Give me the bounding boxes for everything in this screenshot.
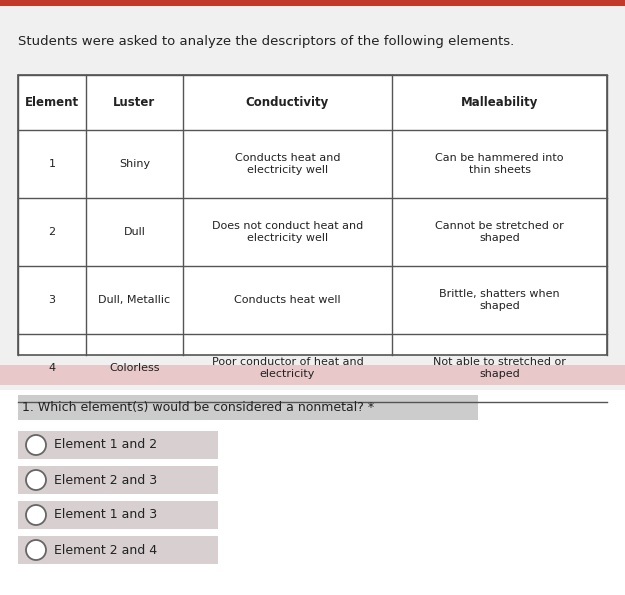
Text: Luster: Luster bbox=[113, 96, 156, 109]
Text: 1: 1 bbox=[48, 159, 56, 169]
Text: 1. Which element(s) would be considered a nonmetal? *: 1. Which element(s) would be considered … bbox=[22, 401, 374, 414]
Circle shape bbox=[26, 470, 46, 490]
Text: Conducts heat well: Conducts heat well bbox=[234, 295, 341, 305]
Text: Colorless: Colorless bbox=[109, 363, 159, 373]
Bar bbox=[18, 501, 218, 529]
Bar bbox=[18, 431, 218, 459]
Bar bbox=[18, 466, 218, 494]
Text: 4: 4 bbox=[48, 363, 56, 373]
Text: 2: 2 bbox=[48, 227, 56, 237]
Text: Conducts heat and
electricity well: Conducts heat and electricity well bbox=[235, 152, 340, 176]
Text: Dull, Metallic: Dull, Metallic bbox=[98, 295, 171, 305]
Text: Element 2 and 4: Element 2 and 4 bbox=[54, 543, 157, 556]
Text: Element 1 and 2: Element 1 and 2 bbox=[54, 439, 157, 452]
Bar bbox=[0, 365, 625, 385]
Circle shape bbox=[26, 505, 46, 525]
Bar bbox=[0, 0, 625, 6]
Text: Conductivity: Conductivity bbox=[246, 96, 329, 109]
Bar bbox=[18, 75, 607, 355]
Text: Element: Element bbox=[25, 96, 79, 109]
Text: 3: 3 bbox=[48, 295, 56, 305]
Text: Students were asked to analyze the descriptors of the following elements.: Students were asked to analyze the descr… bbox=[18, 35, 514, 48]
Text: Shiny: Shiny bbox=[119, 159, 150, 169]
Text: Not able to stretched or
shaped: Not able to stretched or shaped bbox=[433, 356, 566, 380]
Text: Poor conductor of heat and
electricity: Poor conductor of heat and electricity bbox=[212, 356, 363, 380]
Text: Brittle, shatters when
shaped: Brittle, shatters when shaped bbox=[439, 289, 560, 311]
Text: Malleability: Malleability bbox=[461, 96, 538, 109]
Circle shape bbox=[26, 435, 46, 455]
Text: Cannot be stretched or
shaped: Cannot be stretched or shaped bbox=[435, 221, 564, 243]
Bar bbox=[0, 390, 625, 595]
Bar bbox=[18, 536, 218, 564]
Text: Dull: Dull bbox=[123, 227, 145, 237]
Text: Does not conduct heat and
electricity well: Does not conduct heat and electricity we… bbox=[212, 221, 363, 243]
Bar bbox=[18, 395, 478, 420]
Circle shape bbox=[26, 540, 46, 560]
Text: Element 1 and 3: Element 1 and 3 bbox=[54, 509, 157, 521]
Text: Element 2 and 3: Element 2 and 3 bbox=[54, 474, 157, 487]
Text: Can be hammered into
thin sheets: Can be hammered into thin sheets bbox=[435, 152, 564, 176]
